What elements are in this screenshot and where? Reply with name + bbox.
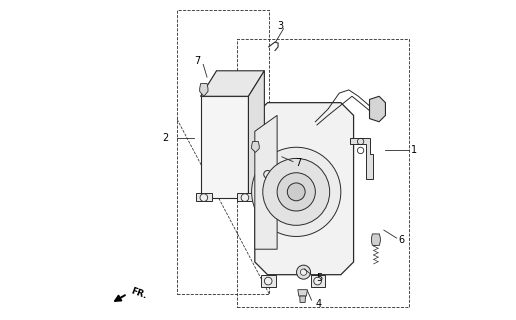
Polygon shape <box>369 96 385 122</box>
Circle shape <box>287 183 305 201</box>
Text: FR.: FR. <box>130 286 149 300</box>
Polygon shape <box>255 116 277 249</box>
Circle shape <box>277 173 315 211</box>
Polygon shape <box>255 103 353 275</box>
Circle shape <box>297 265 311 279</box>
Polygon shape <box>300 296 305 302</box>
Polygon shape <box>252 141 259 152</box>
Polygon shape <box>261 275 276 287</box>
Text: 6: 6 <box>398 235 405 245</box>
Circle shape <box>200 194 207 201</box>
Circle shape <box>263 158 330 225</box>
Circle shape <box>264 277 272 285</box>
Text: 4: 4 <box>316 299 322 309</box>
Polygon shape <box>350 138 373 179</box>
Polygon shape <box>196 194 212 201</box>
Polygon shape <box>200 84 208 96</box>
Polygon shape <box>237 194 253 201</box>
Text: 7: 7 <box>296 158 302 168</box>
Polygon shape <box>298 290 308 296</box>
Text: 1: 1 <box>411 146 417 156</box>
Circle shape <box>241 194 249 201</box>
Circle shape <box>300 269 307 275</box>
Circle shape <box>252 147 341 236</box>
Text: 3: 3 <box>278 21 283 31</box>
Circle shape <box>314 277 321 285</box>
Polygon shape <box>201 96 248 198</box>
Polygon shape <box>311 275 325 287</box>
Text: 5: 5 <box>316 273 322 283</box>
Polygon shape <box>372 234 380 245</box>
Text: 7: 7 <box>194 56 200 66</box>
Polygon shape <box>247 112 260 192</box>
Polygon shape <box>248 71 264 198</box>
Polygon shape <box>201 71 264 96</box>
Text: 2: 2 <box>163 133 169 143</box>
